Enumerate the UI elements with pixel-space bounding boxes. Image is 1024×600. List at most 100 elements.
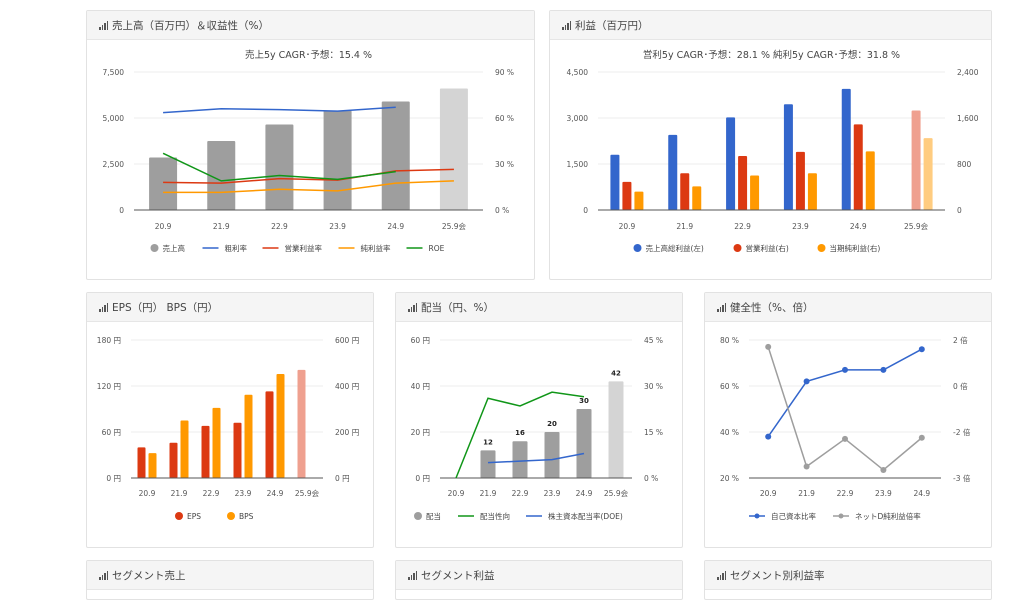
data-point-ネットD純利益倍率	[880, 466, 887, 473]
legend-marker-circle	[633, 244, 642, 252]
panel-title: セグメント別利益率	[730, 569, 825, 582]
signal-bars-icon	[99, 20, 108, 30]
legend-label: ネットD純利益倍率	[855, 511, 921, 521]
bar-売上高総利益(左)	[610, 154, 620, 210]
bar-当期純利益(右)	[807, 173, 817, 210]
left-tick-label: 0 円	[415, 474, 430, 483]
bar-当期純利益(右)	[634, 191, 644, 210]
bar-営業利益(右)	[795, 151, 805, 210]
legend-label: 株主資本配当率(DOE)	[548, 511, 623, 521]
bar-売上高総利益(左)	[668, 134, 678, 210]
legend-label: 営業利益(右)	[746, 243, 789, 253]
bar-配当	[608, 381, 624, 478]
panel-title: EPS（円） BPS（円）	[112, 301, 219, 314]
right-tick-label: 15 %	[644, 428, 663, 437]
line-株主資本配当率(DOE)	[487, 452, 585, 464]
panel-segment-sales: セグメント売上	[86, 560, 374, 600]
bar-EPS	[169, 442, 178, 478]
data-point-ネットD純利益倍率	[765, 343, 772, 350]
x-tick-label: 23.9	[792, 222, 809, 231]
bar-配当	[544, 432, 560, 478]
bar-売上高総利益(左)	[783, 104, 793, 210]
bar-EPS	[233, 422, 242, 478]
x-tick-label: 25.9会	[295, 488, 320, 498]
right-tick-label: 30 %	[644, 382, 663, 391]
panel-title: セグメント利益	[421, 569, 495, 582]
chart-dividend: 0 円 20 円 40 円 60 円 0 % 15 % 30 % 45 % 20.9 21.9 22…	[411, 336, 664, 521]
panel-header: セグメント別利益率	[705, 561, 991, 590]
left-tick-label: 20 円	[411, 428, 430, 437]
right-tick-label: 200 円	[335, 428, 359, 437]
bar-BPS	[244, 394, 253, 478]
data-point-ネットD純利益倍率	[918, 434, 925, 441]
chart-sales-profitability: 売上5y CAGR･予想：15.4 % 0 2,500 5,000 7,500 0 % 30…	[103, 49, 515, 253]
bar-当期純利益(右)	[692, 186, 702, 210]
right-tick-label: 45 %	[644, 336, 663, 345]
left-tick-label: 60 円	[102, 428, 121, 437]
left-tick-label: 180 円	[97, 336, 121, 345]
legend-marker-dot	[838, 513, 844, 519]
signal-bars-icon	[408, 302, 417, 312]
right-tick-label: 800	[957, 160, 972, 169]
right-tick-label: 0 倍	[953, 381, 968, 391]
left-tick-label: 40 %	[720, 428, 739, 437]
legend-label: 自己資本比率	[771, 511, 816, 521]
left-tick-label: 3,000	[567, 114, 589, 123]
data-point-ネットD純利益倍率	[842, 435, 848, 442]
bar-売上高	[323, 110, 352, 210]
legend-label: 営業利益率	[285, 243, 323, 253]
legend-label: 配当	[426, 511, 441, 521]
data-point-自己資本比率	[803, 378, 810, 385]
left-tick-label: 2,500	[103, 160, 125, 169]
bar-当期純利益(右)	[750, 175, 760, 210]
panel-title: 配当（円、%）	[421, 301, 494, 314]
left-tick-label: 60 %	[720, 382, 739, 391]
x-tick-label: 23.9	[329, 222, 346, 231]
legend-marker-circle	[175, 512, 183, 520]
bar-当期純利益(右)	[923, 138, 933, 210]
bar-BPS	[148, 453, 157, 478]
x-tick-label: 22.9	[271, 222, 288, 231]
x-tick-label: 21.9	[676, 222, 693, 231]
x-tick-label: 22.9	[734, 222, 751, 231]
panel-title: 売上高（百万円）＆収益性（%）	[112, 19, 269, 32]
right-tick-label: 2 倍	[953, 335, 968, 345]
bar-配当	[576, 409, 592, 478]
bar-EPS	[297, 369, 306, 478]
bar-営業利益(右)	[622, 181, 632, 210]
bar-売上高	[149, 157, 178, 210]
legend-marker-circle	[733, 244, 742, 252]
left-tick-label: 0	[583, 206, 588, 215]
right-tick-label: 2,400	[957, 68, 979, 77]
right-tick-label: 30 %	[495, 160, 514, 169]
bar-営業利益(右)	[911, 110, 921, 210]
x-tick-label: 22.9	[512, 489, 529, 498]
x-tick-label: 25.9会	[904, 221, 929, 231]
x-tick-label: 21.9	[480, 489, 497, 498]
data-point-自己資本比率	[880, 366, 887, 373]
line-営業利益率	[163, 168, 454, 184]
legend-label: BPS	[239, 512, 254, 521]
left-tick-label: 120 円	[97, 382, 121, 391]
panel-title: 健全性（%、倍）	[730, 301, 814, 314]
right-tick-label: 0	[957, 206, 962, 215]
x-tick-label: 21.9	[171, 489, 188, 498]
x-tick-label: 22.9	[837, 489, 854, 498]
line-ROE	[162, 152, 396, 182]
x-tick-label: 24.9	[387, 222, 404, 231]
line-粗利率	[163, 106, 396, 114]
bar-EPS	[201, 425, 210, 478]
bar-営業利益(右)	[853, 124, 863, 210]
right-tick-label: 0 %	[495, 206, 509, 215]
legend-marker-circle	[414, 512, 422, 520]
right-tick-label: 60 %	[495, 114, 514, 123]
bar-当期純利益(右)	[865, 151, 875, 210]
bar-BPS	[180, 420, 189, 478]
x-tick-label: 24.9	[913, 489, 930, 498]
legend-label: 売上高総利益(左)	[646, 243, 704, 253]
x-tick-label: 24.9	[576, 489, 593, 498]
signal-bars-icon	[408, 570, 417, 580]
bar-売上高	[381, 101, 410, 210]
x-tick-label: 20.9	[760, 489, 777, 498]
chart-eps-bps: 0 円 60 円 120 円 180 円 0 円 200 円 400 円 600 円 20.9 2…	[97, 336, 359, 521]
